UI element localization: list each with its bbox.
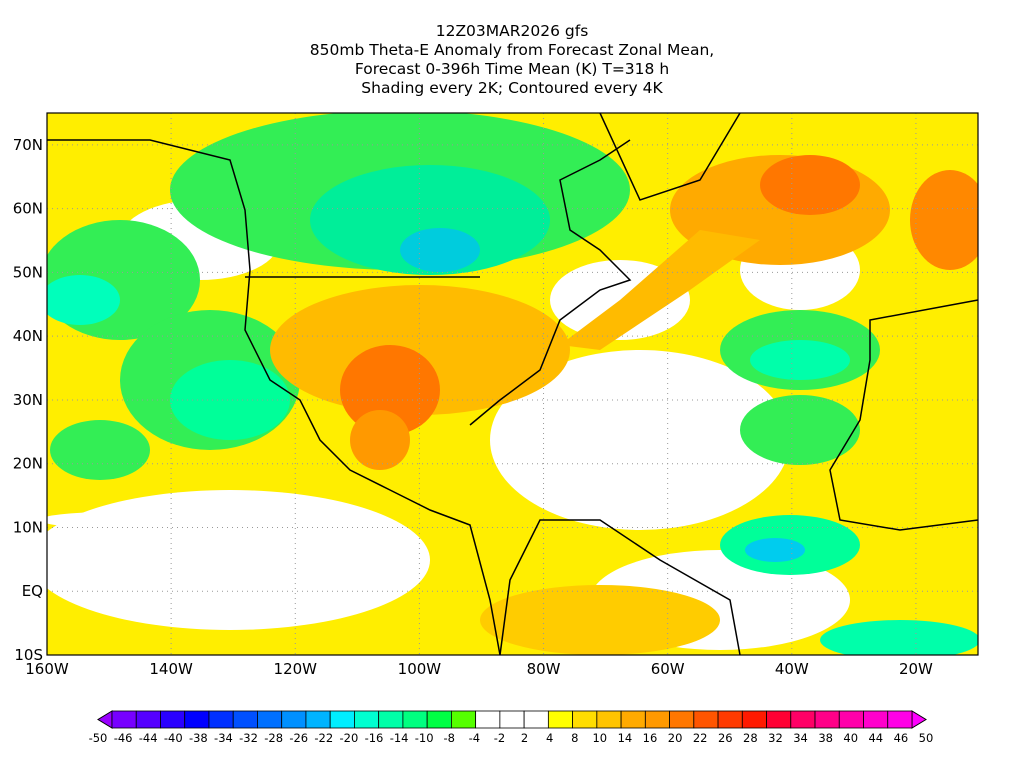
lon-tick-label: 60W <box>651 660 685 678</box>
colorbar-label: 38 <box>818 731 833 745</box>
colorbar-swatch <box>111 710 137 729</box>
colorbar-label: -10 <box>415 731 434 745</box>
title-line-2: 850mb Theta-E Anomaly from Forecast Zona… <box>309 41 715 59</box>
colorbar-swatch <box>887 710 913 729</box>
colorbar-label: 22 <box>693 731 708 745</box>
colorbar-label: -22 <box>314 731 333 745</box>
colorbar-swatch <box>378 710 404 729</box>
colorbar: -50 -46 -44 -40 -38 -34 -32 -28 -26 -22 -20 -16 -14-… <box>89 710 934 745</box>
lon-tick-label: 160W <box>25 660 69 678</box>
colorbar-swatch <box>329 710 355 729</box>
colorbar-label: -38 <box>189 731 208 745</box>
colorbar-label: 16 <box>643 731 658 745</box>
colorbar-swatch <box>426 710 452 729</box>
colorbar-label: -8 <box>444 731 455 745</box>
colorbar-swatch <box>790 710 816 729</box>
lon-tick-label: 140W <box>149 660 193 678</box>
colorbar-label: 46 <box>894 731 909 745</box>
colorbar-swatch <box>596 710 622 729</box>
lat-tick-label: 60N <box>13 200 43 218</box>
colorbar-label: 26 <box>718 731 733 745</box>
colorbar-swatch <box>741 710 767 729</box>
lat-tick-label: 10N <box>13 518 43 536</box>
colorbar-swatch <box>354 710 380 729</box>
title-line-4: Shading every 2K; Contoured every 4K <box>361 79 663 97</box>
colorbar-label: 14 <box>618 731 633 745</box>
lat-tick-label: 40N <box>13 327 43 345</box>
colorbar-high-triangle <box>911 710 927 729</box>
colorbar-label: -14 <box>390 731 409 745</box>
colorbar-swatch <box>208 710 234 729</box>
title-line-3: Forecast 0-396h Time Mean (K) T=318 h <box>354 60 670 78</box>
lat-tick-label: 10S <box>14 646 43 664</box>
colorbar-label: 32 <box>768 731 783 745</box>
colorbar-low-triangle <box>97 710 113 729</box>
colorbar-label: 28 <box>743 731 758 745</box>
coastlines <box>47 112 979 656</box>
colorbar-swatch <box>499 710 525 729</box>
colorbar-label: -50 <box>89 731 108 745</box>
colorbar-swatch <box>838 710 864 729</box>
colorbar-swatch <box>766 710 792 729</box>
colorbar-label: -40 <box>164 731 183 745</box>
lat-tick-label: 70N <box>13 136 43 154</box>
colorbar-swatch <box>135 710 161 729</box>
lon-tick-label: 100W <box>398 660 442 678</box>
colorbar-swatch <box>402 710 428 729</box>
colorbar-swatch <box>717 710 743 729</box>
lat-tick-label: EQ <box>22 582 43 600</box>
colorbar-label: -44 <box>139 731 158 745</box>
latitude-labels: 70N 60N 50N 40N 30N 20N 10N EQ 10S <box>13 136 43 664</box>
colorbar-swatch <box>257 710 283 729</box>
colorbar-swatch <box>450 710 477 729</box>
longitude-labels: 160W140W120W100W80W60W40W20W0 <box>25 660 933 678</box>
colorbar-swatch <box>572 710 598 729</box>
colorbar-label: 34 <box>793 731 808 745</box>
colorbar-label: 4 <box>546 731 553 745</box>
colorbar-label: -4 <box>469 731 480 745</box>
colorbar-swatch <box>814 710 840 729</box>
plot-frame <box>46 112 979 656</box>
lat-tick-label: 50N <box>13 263 43 281</box>
lon-tick-label: 40W <box>775 660 809 678</box>
colorbar-swatch <box>281 710 307 729</box>
colorbar-label: 44 <box>868 731 883 745</box>
colorbar-swatch <box>160 710 186 729</box>
title-line-1: 12Z03MAR2026 gfs <box>435 22 589 40</box>
colorbar-label: -20 <box>340 731 359 745</box>
colorbar-swatch <box>475 710 501 729</box>
shading-field <box>47 113 978 655</box>
colorbar-swatch <box>547 710 574 729</box>
lon-tick-label: 120W <box>274 660 318 678</box>
colorbar-swatch <box>644 710 670 729</box>
colorbar-label: -16 <box>365 731 384 745</box>
colorbar-label: 50 <box>919 731 934 745</box>
colorbar-swatch <box>305 710 331 729</box>
lon-tick-label: 80W <box>527 660 561 678</box>
colorbar-label: 8 <box>571 731 578 745</box>
colorbar-label: -34 <box>214 731 233 745</box>
chart-title: 12Z03MAR2026 gfs 850mb Theta-E Anomaly f… <box>0 22 1024 98</box>
lat-tick-label: 30N <box>13 391 43 409</box>
colorbar-label: -26 <box>289 731 308 745</box>
colorbar-swatch <box>232 710 258 729</box>
colorbar-swatch <box>693 710 719 729</box>
colorbar-label: 2 <box>521 731 528 745</box>
colorbar-label: 40 <box>843 731 858 745</box>
colorbar-label: 10 <box>592 731 607 745</box>
lon-tick-label: 20W <box>899 660 933 678</box>
colorbar-label: -28 <box>264 731 283 745</box>
colorbar-label: -32 <box>239 731 258 745</box>
colorbar-swatch <box>863 710 889 729</box>
colorbar-swatch <box>620 710 646 729</box>
lat-tick-label: 20N <box>13 455 43 473</box>
colorbar-label: -2 <box>494 731 505 745</box>
colorbar-swatch <box>523 710 549 729</box>
colorbar-swatch <box>184 710 210 729</box>
colorbar-swatch <box>669 710 695 729</box>
colorbar-label: -46 <box>114 731 133 745</box>
colorbar-label: 20 <box>668 731 683 745</box>
